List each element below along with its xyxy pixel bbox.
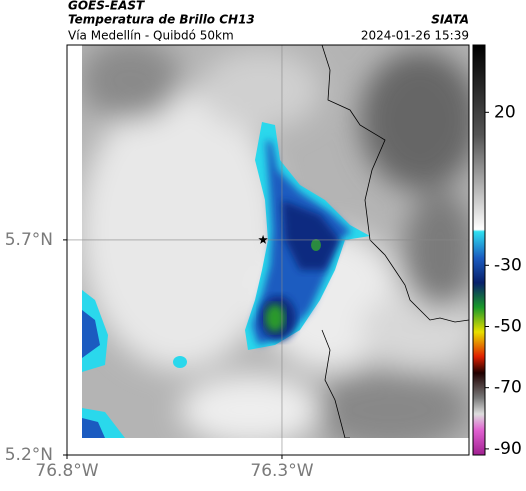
satellite-image [82,45,469,438]
region: Vía Medellín - Quibdó 50km [68,29,234,43]
colorbar-label: -70 [494,378,522,398]
colorbar-label: -90 [494,439,522,459]
colorbar [472,44,486,456]
agency: SIATA [431,13,469,27]
x-tick-label: 76.3°W [250,461,313,481]
y-tick-label: 5.7°N [5,230,53,250]
colorbar-label: -30 [494,255,522,275]
y-tick-label: 5.2°N [5,445,53,465]
timestamp: 2024-01-26 15:39 [361,29,469,43]
map-border [66,44,470,456]
cold-cloud [82,122,370,438]
product: Temperatura de Brillo CH13 [68,13,255,27]
colorbar-label: 20 [494,102,516,122]
location-marker [258,234,268,244]
source: GOES-EAST [68,0,145,13]
colorbar-label: -50 [494,316,522,336]
x-tick-label: 76.8°W [35,461,98,481]
cloud-texture [82,45,469,438]
